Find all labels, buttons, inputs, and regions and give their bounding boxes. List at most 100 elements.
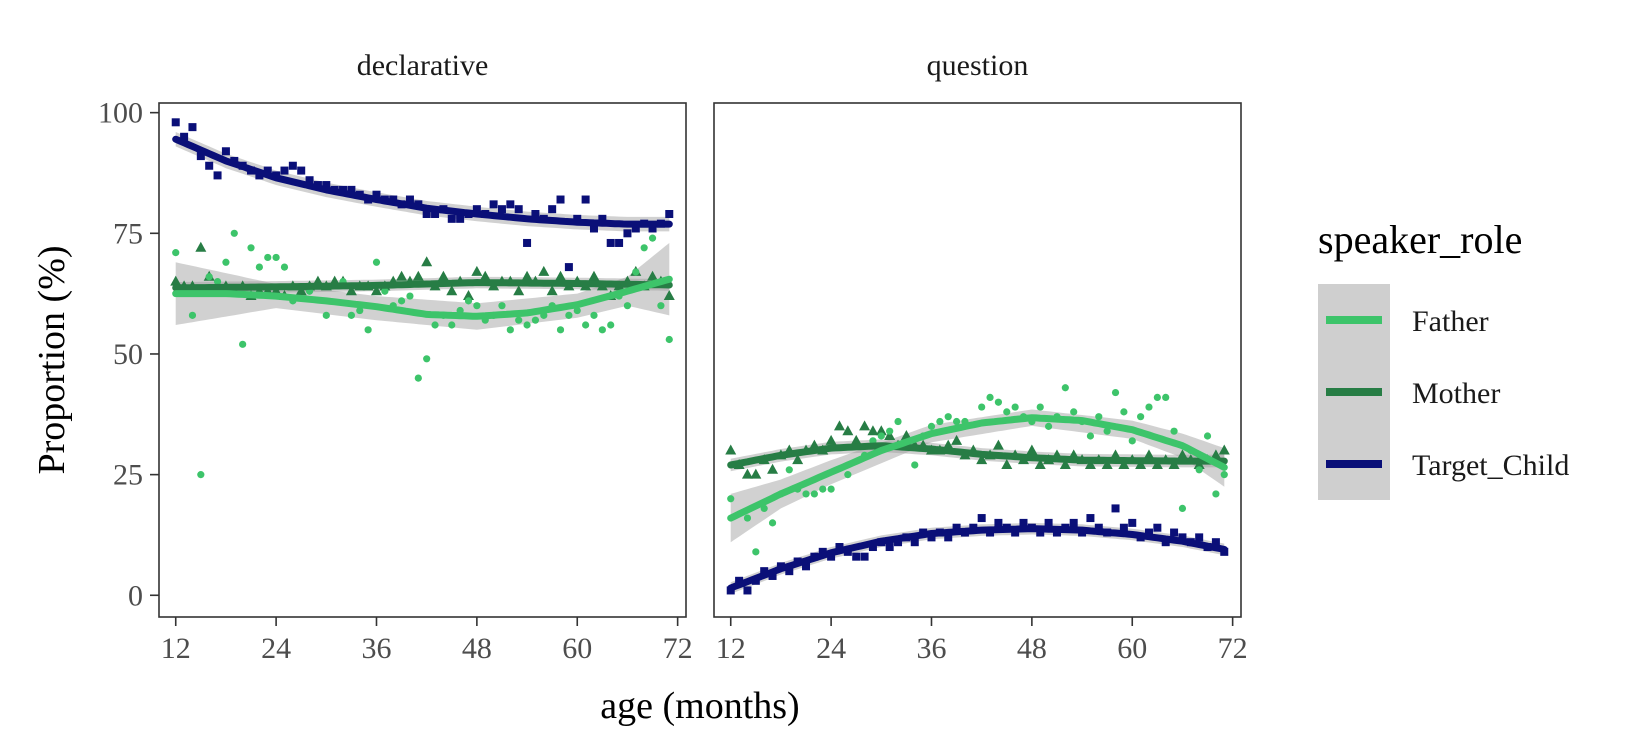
data-point — [370, 285, 382, 296]
data-point — [1195, 533, 1204, 542]
data-point — [295, 285, 307, 296]
data-point — [868, 543, 877, 552]
data-point — [437, 270, 449, 281]
data-point — [514, 205, 523, 214]
data-point — [1128, 437, 1136, 445]
data-point — [531, 210, 540, 219]
data-point — [1162, 393, 1170, 402]
data-point — [515, 316, 523, 324]
panel-title: question — [927, 49, 1029, 82]
x-tick-label: 36 — [916, 632, 946, 665]
data-point — [1153, 393, 1161, 402]
legend-title: speaker_role — [1318, 217, 1522, 262]
data-point — [264, 253, 272, 262]
x-tick-label: 36 — [361, 632, 391, 665]
data-point — [911, 461, 919, 469]
points-target_child — [726, 504, 1229, 595]
data-point — [1203, 432, 1212, 440]
data-point — [556, 326, 565, 334]
data-point — [1170, 528, 1179, 537]
data-point — [842, 425, 854, 436]
data-point — [1210, 449, 1222, 460]
data-point — [1103, 427, 1111, 435]
data-point — [1153, 523, 1162, 532]
data-point — [752, 548, 760, 556]
data-point — [1144, 528, 1153, 537]
data-point — [548, 205, 557, 214]
data-point — [606, 238, 615, 247]
points-target_child — [171, 118, 674, 272]
data-point — [944, 413, 952, 421]
data-point — [170, 275, 182, 286]
data-point — [1101, 458, 1113, 469]
data-point — [910, 538, 919, 547]
data-point — [632, 268, 640, 276]
data-point — [423, 355, 431, 363]
data-point — [513, 285, 525, 296]
data-point — [844, 471, 852, 479]
data-point — [188, 311, 197, 319]
data-point — [615, 238, 624, 247]
legend-label: Mother — [1412, 377, 1500, 410]
data-point — [1086, 514, 1095, 523]
x-tick-label: 48 — [462, 632, 492, 665]
data-point — [623, 302, 632, 310]
data-point — [555, 270, 567, 281]
data-point — [648, 224, 657, 233]
data-point — [205, 273, 213, 281]
x-tick-label: 12 — [161, 632, 191, 665]
data-point — [768, 519, 777, 527]
panel-title: declarative — [357, 49, 489, 82]
data-point — [944, 533, 953, 542]
data-point — [750, 468, 762, 479]
data-point — [463, 290, 475, 301]
data-point — [1111, 388, 1120, 397]
x-tick-label: 72 — [663, 632, 693, 665]
x-tick-label: 60 — [1117, 632, 1147, 665]
smooth-line-father — [172, 275, 673, 320]
data-point — [464, 297, 473, 305]
data-point — [1220, 471, 1228, 479]
smooth-line-father — [727, 414, 1228, 522]
data-point — [523, 321, 531, 329]
data-point — [894, 417, 902, 426]
data-point — [405, 195, 414, 204]
data-point — [785, 466, 793, 474]
data-point — [322, 181, 331, 190]
data-point — [1170, 427, 1178, 435]
data-point — [665, 335, 673, 344]
data-point — [1069, 518, 1078, 527]
data-point — [1086, 432, 1095, 440]
data-point — [414, 374, 422, 382]
data-point — [994, 398, 1003, 406]
data-point — [421, 256, 433, 267]
data-point — [188, 123, 197, 132]
data-point — [725, 444, 737, 455]
data-point — [497, 205, 506, 214]
data-point — [345, 285, 357, 296]
data-point — [364, 326, 372, 334]
data-point — [381, 287, 389, 295]
data-point — [623, 229, 632, 238]
data-point — [1212, 490, 1220, 498]
data-point — [1120, 408, 1128, 416]
legend: speaker_role Father Mother Target_Child — [1318, 217, 1569, 500]
data-point — [372, 190, 381, 199]
data-point — [280, 166, 289, 175]
data-point — [859, 420, 871, 431]
y-axis-title: Proportion (%) — [31, 245, 73, 474]
data-point — [171, 118, 180, 127]
data-point — [573, 306, 581, 315]
data-point — [1019, 518, 1028, 527]
data-point — [590, 311, 598, 319]
data-point — [479, 270, 491, 281]
data-point — [767, 463, 779, 474]
data-point — [986, 393, 994, 402]
data-point — [538, 265, 550, 276]
data-point — [213, 171, 222, 180]
data-point — [1128, 518, 1137, 527]
data-point — [952, 417, 961, 426]
data-point — [1178, 504, 1187, 513]
data-point — [1084, 458, 1096, 469]
data-point — [810, 490, 818, 498]
